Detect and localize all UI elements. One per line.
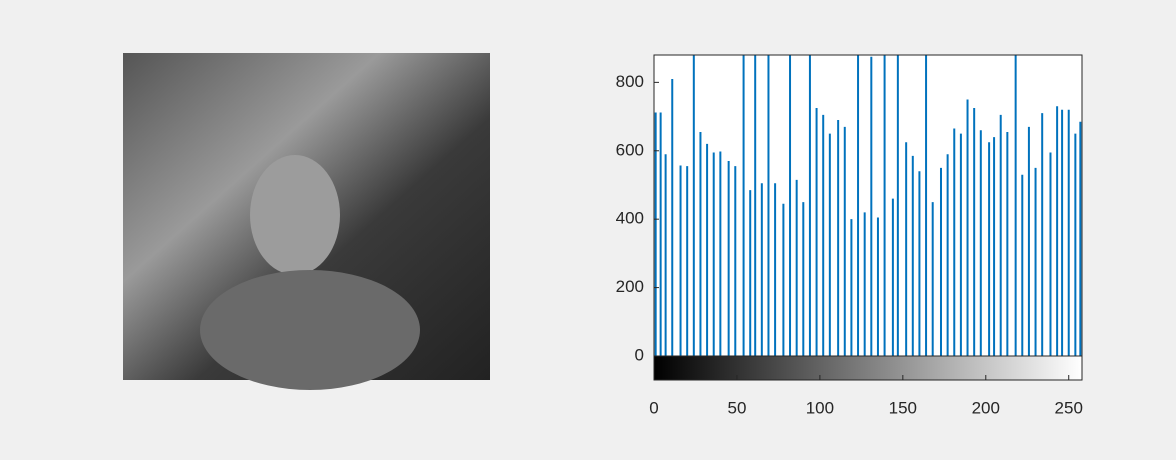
y-tick-label: 0 — [635, 345, 644, 364]
image-panel — [123, 53, 490, 390]
figure: 0 200 400 600 800 0 50 100 150 200 250 — [0, 0, 1176, 455]
photo-face — [250, 155, 340, 275]
y-tick-label: 400 — [616, 209, 644, 228]
x-tick-label: 150 — [889, 398, 917, 417]
y-tick-label: 600 — [616, 140, 644, 159]
page: {"chart_data": {"type": "stem", "color":… — [0, 0, 1176, 455]
plot-area — [654, 55, 1082, 356]
x-tick-label: 250 — [1055, 398, 1083, 417]
x-tick-label: 200 — [972, 398, 1000, 417]
y-tick-label: 200 — [616, 277, 644, 296]
photo-body — [200, 270, 420, 390]
y-tick-label: 800 — [616, 72, 644, 91]
x-tick-label: 100 — [806, 398, 834, 417]
x-tick-label: 0 — [649, 398, 658, 417]
x-tick-label: 50 — [727, 398, 746, 417]
colorbar — [654, 356, 1082, 380]
